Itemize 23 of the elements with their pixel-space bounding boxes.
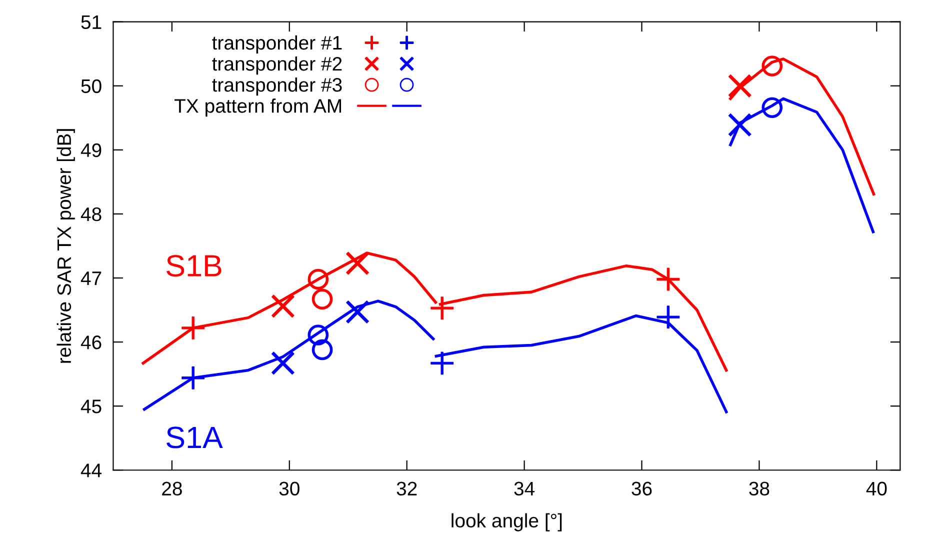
x-axis-title: look angle [°] — [452, 513, 562, 532]
x-tick-label: 30 — [279, 482, 300, 496]
y-tick-label: 50 — [81, 79, 102, 94]
annotation: S1A — [166, 426, 223, 448]
y-tick-label: 51 — [81, 15, 102, 30]
annotation: S1B — [166, 254, 222, 277]
x-tick-label: 36 — [632, 482, 652, 496]
x-tick-label: 40 — [866, 482, 887, 496]
legend-label: transponder #2 — [212, 56, 342, 75]
legend-label: transponder #1 — [212, 35, 342, 54]
x-tick-label: 32 — [396, 482, 417, 496]
legend-label: transponder #3 — [212, 77, 342, 96]
y-tick-label: 45 — [80, 400, 102, 414]
y-tick-label: 49 — [80, 143, 102, 158]
y-tick-label: 47 — [80, 272, 102, 286]
y-tick-label: 48 — [80, 207, 102, 222]
y-axis-title: relative SAR TX power [dB] — [56, 129, 75, 363]
x-tick-label: 34 — [514, 482, 535, 496]
y-tick-label: 46 — [80, 335, 102, 350]
legend-label: TX pattern from AM — [174, 98, 342, 117]
y-tick-label: 44 — [80, 464, 102, 478]
x-tick-label: 28 — [162, 482, 182, 496]
x-tick-label: 38 — [749, 482, 770, 496]
